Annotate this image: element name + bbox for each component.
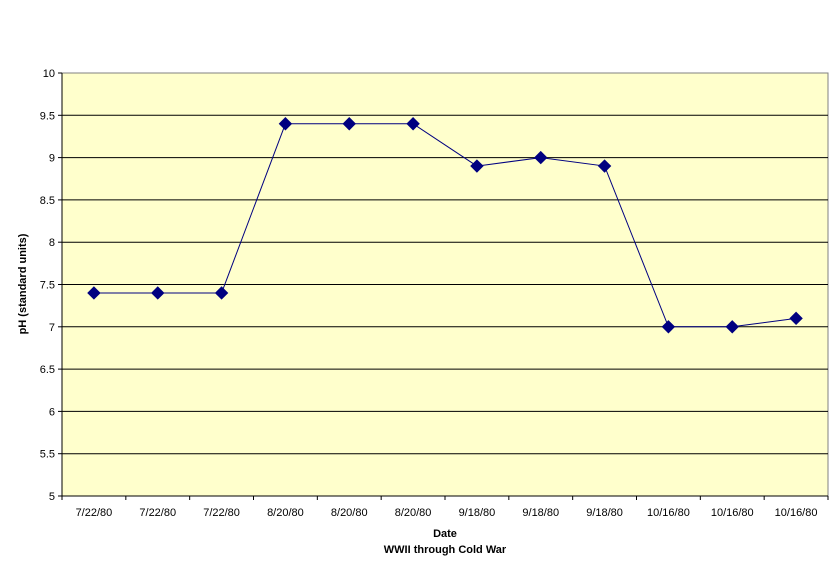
data-point: [342, 117, 356, 131]
x-tick-label: 10/16/80: [647, 507, 690, 519]
data-point: [597, 159, 612, 173]
x-axis-title: Date: [433, 528, 457, 540]
x-tick-label: 7/22/80: [76, 507, 113, 519]
data-point: [725, 320, 739, 334]
x-axis: 7/22/80 7/22/80 7/22/80 8/20/80 8/20/80 8/20/…: [61, 495, 829, 519]
data-point: [406, 117, 420, 131]
y-tick-label: 9: [49, 153, 55, 165]
x-tick-label: 7/22/80: [139, 507, 176, 519]
data-point: [661, 320, 676, 334]
data-point: [470, 159, 484, 173]
x-tick-label: 10/16/80: [775, 507, 818, 519]
y-tick-label: 6: [49, 406, 55, 418]
x-tick-label: 9/18/80: [459, 507, 496, 519]
y-tick-label: 8: [49, 237, 55, 249]
data-point: [214, 286, 229, 300]
data-point: [789, 311, 803, 326]
x-tick-label: 8/20/80: [395, 507, 432, 519]
y-tick-label: 7: [49, 322, 55, 334]
gridlines: [62, 114, 828, 455]
data-point: [278, 117, 293, 131]
x-tick-label: 9/18/80: [522, 507, 559, 519]
y-axis: 5 5.5 6 6.5 7 7.5 8 8.5 9 9.5 10: [40, 68, 63, 503]
y-tick-label: 9.5: [40, 110, 55, 122]
x-tick-label: 9/18/80: [586, 507, 623, 519]
y-tick-label: 8.5: [40, 195, 55, 207]
data-point: [534, 150, 548, 165]
x-tick-label: 8/20/80: [267, 507, 304, 519]
x-axis-subtitle: WWII through Cold War: [384, 544, 507, 556]
x-tick-label: 7/22/80: [203, 507, 240, 519]
y-tick-label: 5.5: [40, 449, 55, 461]
series-markers: [87, 117, 803, 334]
y-tick-label: 7.5: [40, 280, 55, 292]
data-point: [87, 286, 101, 300]
x-tick-label: 8/20/80: [331, 507, 368, 519]
y-tick-label: 10: [43, 68, 55, 80]
y-tick-label: 5: [49, 491, 55, 503]
y-axis-title: pH (standard units): [17, 233, 29, 334]
series-line: [93, 123, 797, 328]
y-tick-label: 6.5: [40, 364, 55, 376]
data-point: [151, 286, 165, 300]
x-tick-label: 10/16/80: [711, 507, 754, 519]
